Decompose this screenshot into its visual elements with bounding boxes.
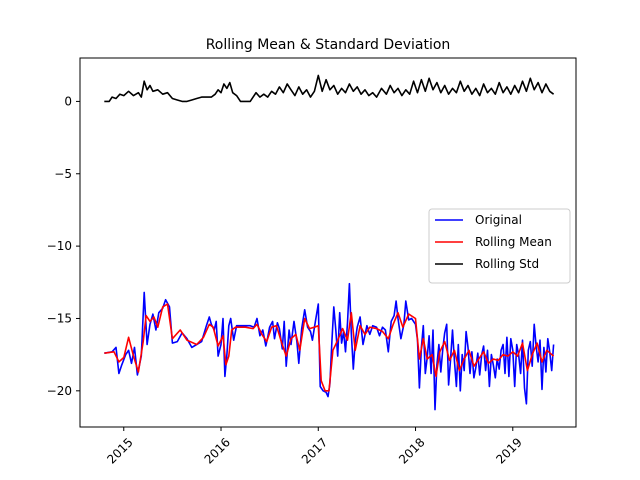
legend-label-rolling-mean: Rolling Mean bbox=[475, 235, 552, 249]
series-layer bbox=[104, 74, 555, 411]
y-tick-label: −15 bbox=[47, 311, 72, 325]
y-tick-label: −20 bbox=[47, 384, 72, 398]
y-tick-label: −5 bbox=[54, 167, 72, 181]
series-line-rolling-mean bbox=[104, 303, 555, 392]
chart-title: Rolling Mean & Standard Deviation bbox=[206, 37, 451, 53]
legend-label-original: Original bbox=[475, 213, 522, 227]
y-tick-label: −10 bbox=[47, 239, 72, 253]
legend-box bbox=[428, 208, 571, 284]
axes-frame bbox=[79, 57, 577, 428]
y-tick-label: 0 bbox=[64, 94, 72, 108]
legend-label-rolling-std: Rolling Std bbox=[475, 257, 539, 271]
legend: Original Rolling Mean Rolling Std bbox=[428, 208, 571, 284]
series-line-rolling-std bbox=[104, 74, 555, 103]
y-axis: 0 −5 −10 −15 −20 bbox=[47, 94, 80, 398]
